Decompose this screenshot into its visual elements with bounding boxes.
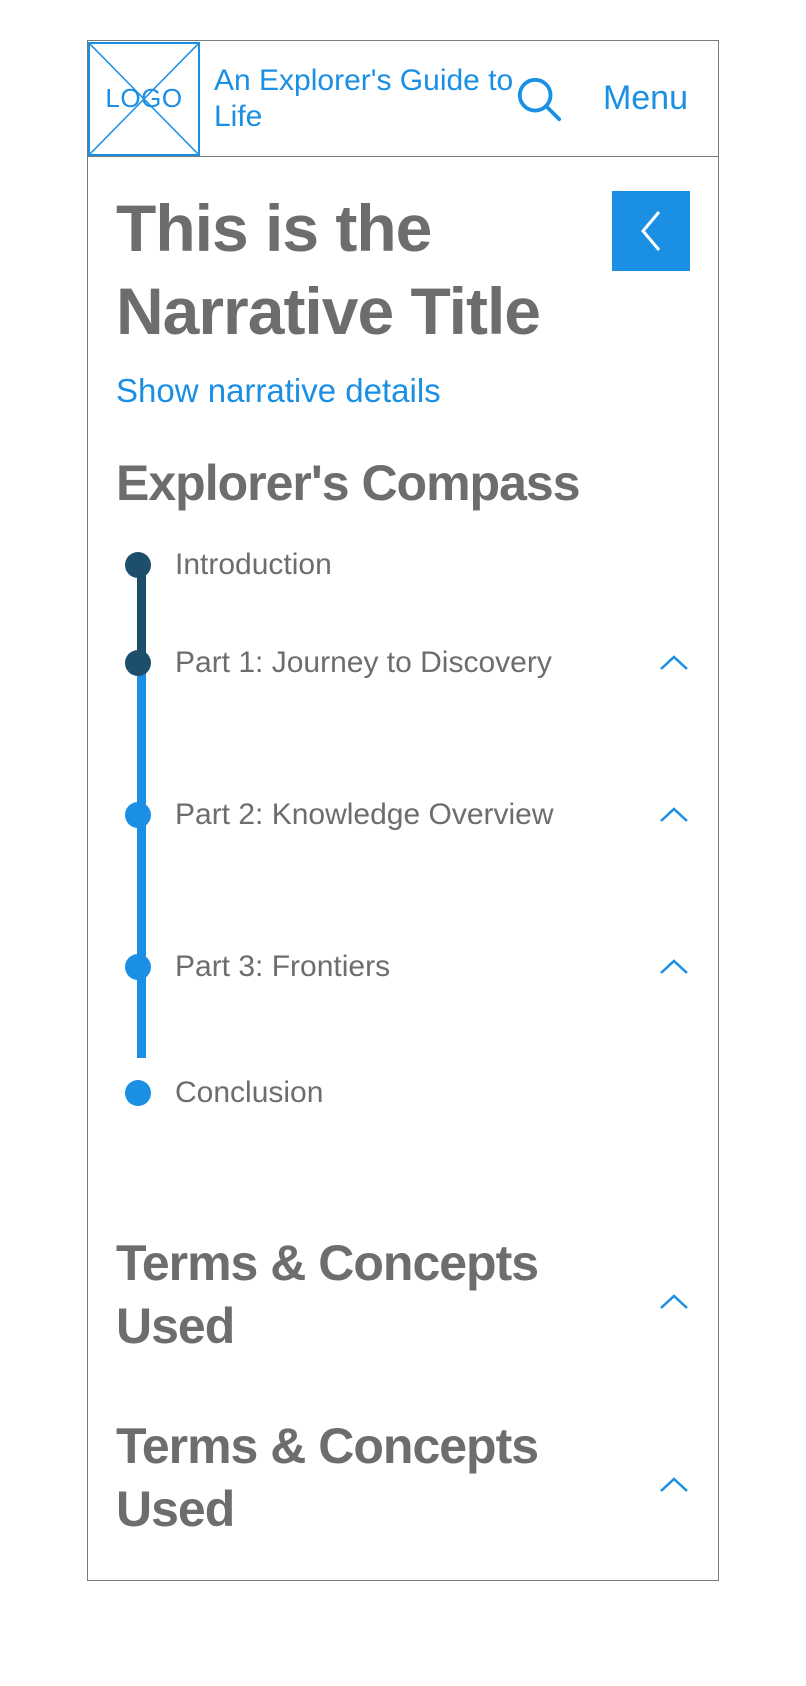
expand-toggle[interactable] — [658, 805, 690, 825]
title-row: This is the Narrative Title — [116, 187, 690, 352]
header: LOGO An Explorer's Guide to Life Menu — [88, 41, 718, 157]
timeline-dot-icon — [125, 650, 151, 676]
logo-text: LOGO — [105, 83, 182, 114]
timeline-dot-icon — [125, 1080, 151, 1106]
page-title: This is the Narrative Title — [116, 187, 612, 352]
timeline-item-part3[interactable]: Part 3: Frontiers — [128, 950, 690, 984]
search-icon — [515, 74, 563, 124]
compass-heading: Explorer's Compass — [116, 454, 690, 512]
logo[interactable]: LOGO — [88, 42, 200, 156]
search-button[interactable] — [515, 75, 563, 123]
chevron-up-icon — [658, 1476, 690, 1494]
chevron-left-icon — [633, 206, 669, 256]
expand-toggle[interactable] — [658, 1292, 690, 1312]
accordion-terms-1[interactable]: Terms & Concepts Used — [116, 1232, 690, 1357]
site-title[interactable]: An Explorer's Guide to Life — [214, 63, 515, 135]
accordion-terms-2[interactable]: Terms & Concepts Used — [116, 1415, 690, 1540]
accordion-title: Terms & Concepts Used — [116, 1232, 658, 1357]
expand-toggle[interactable] — [658, 653, 690, 673]
menu-button[interactable]: Menu — [603, 79, 688, 118]
expand-toggle[interactable] — [658, 957, 690, 977]
timeline-item-part1[interactable]: Part 1: Journey to Discovery — [128, 646, 690, 680]
timeline-label: Part 1: Journey to Discovery — [175, 646, 658, 680]
app-frame: LOGO An Explorer's Guide to Life Menu Th… — [87, 40, 719, 1581]
timeline-item-introduction[interactable]: Introduction — [128, 548, 690, 582]
compass-timeline: Introduction Part 1: Journey to Discover… — [116, 548, 690, 1150]
accordion-title: Terms & Concepts Used — [116, 1415, 658, 1540]
chevron-up-icon — [658, 806, 690, 824]
content: This is the Narrative Title Show narrati… — [88, 157, 718, 1580]
timeline-item-part2[interactable]: Part 2: Knowledge Overview — [128, 798, 690, 832]
timeline-label: Conclusion — [175, 1076, 690, 1110]
timeline-item-conclusion[interactable]: Conclusion — [128, 1076, 690, 1150]
back-button[interactable] — [612, 191, 690, 271]
timeline-dot-icon — [125, 954, 151, 980]
chevron-up-icon — [658, 1293, 690, 1311]
expand-toggle[interactable] — [658, 1475, 690, 1495]
timeline-dot-icon — [125, 802, 151, 828]
chevron-up-icon — [658, 654, 690, 672]
timeline-label: Part 2: Knowledge Overview — [175, 798, 658, 832]
timeline-dot-icon — [125, 552, 151, 578]
timeline-label: Introduction — [175, 548, 690, 582]
timeline-label: Part 3: Frontiers — [175, 950, 658, 984]
show-details-link[interactable]: Show narrative details — [116, 372, 690, 410]
chevron-up-icon — [658, 958, 690, 976]
